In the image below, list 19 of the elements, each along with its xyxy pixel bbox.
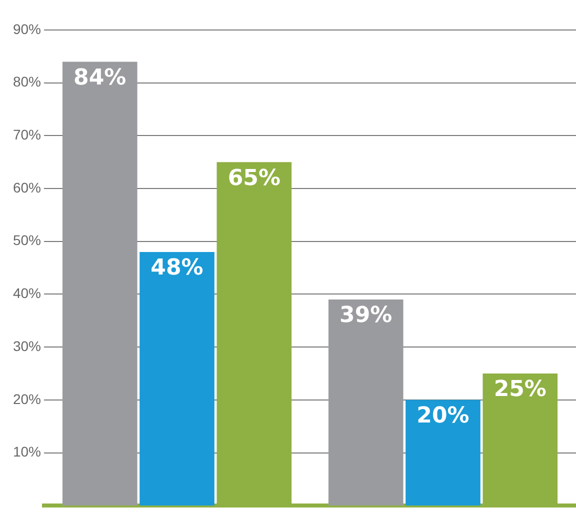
- y-tick-label: 40%: [12, 285, 42, 302]
- bar: [62, 62, 138, 506]
- y-tick-label: 90%: [12, 20, 42, 37]
- y-tick-label: 50%: [12, 232, 42, 248]
- y-tick-label: 70%: [12, 126, 42, 143]
- y-tick-label: 10%: [12, 444, 42, 460]
- bar: [406, 400, 480, 506]
- data-label: 39%: [340, 303, 392, 328]
- bar: [328, 300, 404, 506]
- data-label: 20%: [416, 404, 470, 429]
- y-tick-label: 20%: [12, 390, 42, 407]
- y-tick-label: 30%: [12, 338, 42, 354]
- data-label: 65%: [228, 166, 280, 191]
- data-label: 25%: [494, 377, 546, 402]
- data-label: 84%: [74, 65, 126, 90]
- bar: [140, 252, 214, 506]
- y-tick-label: 60%: [12, 179, 42, 196]
- y-tick-label: 80%: [12, 74, 42, 90]
- data-label: 48%: [150, 256, 204, 281]
